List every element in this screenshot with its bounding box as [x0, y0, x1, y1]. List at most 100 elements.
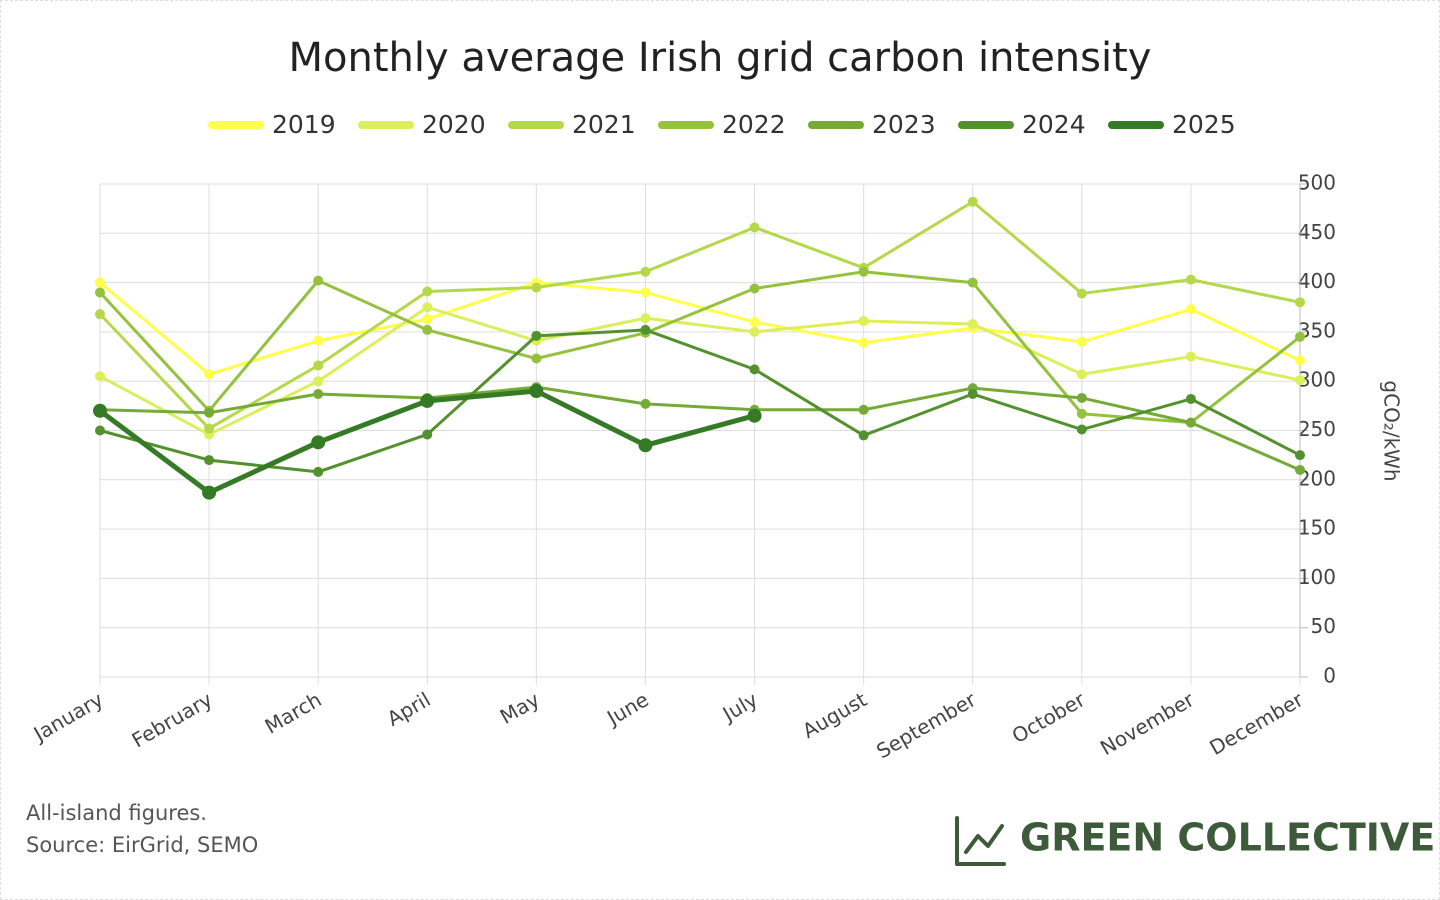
point [858, 337, 869, 348]
point [1295, 297, 1305, 308]
x-tick-label: August [798, 687, 871, 743]
point [640, 398, 651, 409]
y-tick-label: 0 [1323, 664, 1336, 688]
point [749, 283, 760, 294]
y-tick-label: 250 [1298, 417, 1336, 441]
point [1076, 288, 1087, 299]
y-tick-label: 450 [1298, 220, 1336, 244]
series-line [99, 385, 1301, 472]
point [313, 466, 324, 477]
series-line [99, 328, 1301, 474]
point [422, 324, 433, 335]
point [95, 287, 105, 298]
legend-label: 2023 [872, 110, 936, 139]
point [313, 376, 324, 387]
y-tick-label: 50 [1311, 614, 1336, 638]
x-tick-label: May [496, 687, 544, 729]
point [640, 324, 651, 335]
x-tick-label: October [1008, 687, 1090, 748]
point [204, 369, 215, 380]
point [420, 393, 435, 408]
point [1076, 392, 1087, 403]
point [1076, 336, 1087, 347]
point [1076, 424, 1087, 435]
point [1185, 304, 1196, 315]
point [1185, 393, 1196, 404]
point [95, 277, 105, 288]
x-tick-label: July [717, 687, 762, 727]
point [422, 429, 433, 440]
legend-label: 2020 [422, 110, 486, 139]
point [531, 282, 542, 293]
x-tick-label: March [261, 687, 326, 738]
legend-label: 2021 [572, 110, 636, 139]
point [529, 384, 544, 399]
series-line [99, 281, 1301, 376]
point [531, 330, 542, 341]
brand: GREEN COLLECTIVE [1020, 816, 1435, 860]
x-tick-label: June [601, 687, 652, 731]
legend-label: 2019 [272, 110, 336, 139]
point [1185, 417, 1196, 428]
legend-label: 2025 [1172, 110, 1236, 139]
point [1185, 351, 1196, 362]
y-tick-label: 150 [1298, 516, 1336, 540]
point [531, 353, 542, 364]
point [1076, 408, 1087, 419]
point [858, 316, 869, 327]
point [313, 275, 324, 286]
point [967, 319, 978, 330]
point [422, 286, 433, 297]
x-tick-label: April [383, 687, 435, 731]
legend-label: 2024 [1022, 110, 1086, 139]
series-line [99, 305, 1301, 436]
x-tick-label: February [128, 687, 217, 752]
point [95, 309, 105, 320]
point [640, 266, 651, 277]
y-axis-label: gCO₂/kWh [1380, 380, 1404, 481]
point [204, 455, 215, 466]
point [749, 317, 760, 328]
point [202, 485, 217, 500]
point [858, 266, 869, 277]
point [422, 302, 433, 313]
point [1295, 450, 1305, 461]
point [313, 335, 324, 346]
x-tick-label: December [1205, 687, 1307, 760]
point [313, 389, 324, 400]
point [95, 425, 105, 436]
legend-label: 2022 [722, 110, 786, 139]
point [1295, 355, 1305, 366]
point [967, 196, 978, 207]
point [1185, 274, 1196, 285]
logo-icon [955, 816, 1006, 866]
y-tick-label: 100 [1298, 565, 1336, 589]
point [311, 435, 326, 450]
point [1076, 369, 1087, 380]
series-line [98, 270, 1301, 425]
point [747, 408, 762, 423]
series-line [98, 200, 1301, 431]
point [640, 313, 651, 324]
point [749, 222, 760, 233]
point [967, 277, 978, 288]
x-tick-label: January [28, 687, 108, 747]
point [95, 371, 105, 382]
point [204, 423, 215, 434]
point [967, 389, 978, 400]
point [858, 430, 869, 441]
y-tick-label: 500 [1298, 171, 1336, 195]
point [204, 407, 215, 418]
point [858, 404, 869, 415]
point [93, 403, 107, 418]
x-tick-label: November [1096, 687, 1199, 760]
point [422, 314, 433, 325]
point [1295, 464, 1305, 475]
note: Source: EirGrid, SEMO [26, 833, 258, 857]
point [749, 326, 760, 337]
note: All-island figures. [26, 801, 207, 825]
chart-title: Monthly average Irish grid carbon intens… [289, 35, 1152, 81]
y-tick-label: 400 [1298, 269, 1336, 293]
point [640, 287, 651, 298]
point [749, 364, 760, 375]
